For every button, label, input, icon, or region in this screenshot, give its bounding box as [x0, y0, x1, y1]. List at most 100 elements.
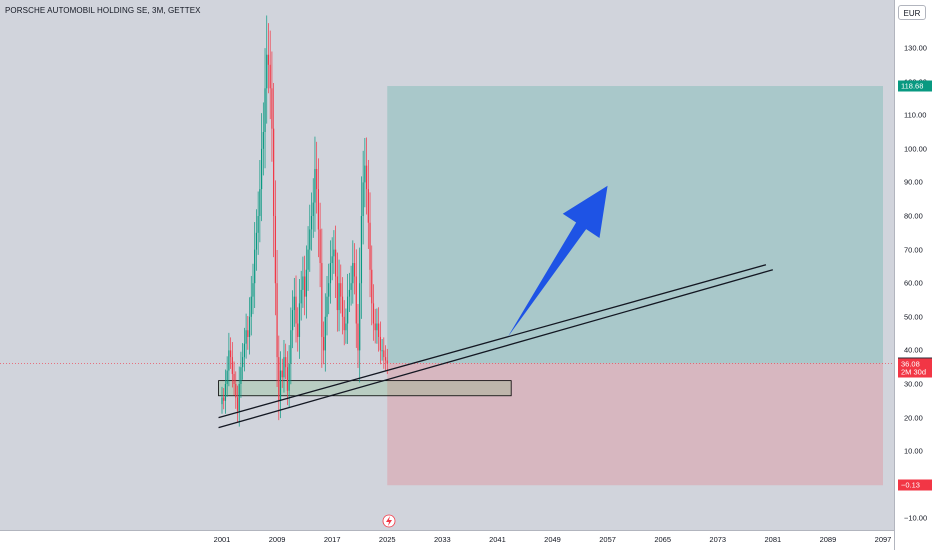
candle-body [359, 283, 361, 351]
candle-body [245, 330, 247, 344]
candle-body [376, 323, 378, 331]
candle-body [336, 276, 338, 311]
candle-body [328, 283, 330, 297]
x-tick-label: 2073 [709, 535, 727, 544]
stop-zone [387, 363, 883, 486]
candle-body [302, 276, 304, 290]
candle-body [309, 229, 311, 250]
x-tick-label: 2065 [654, 535, 671, 544]
candle-body [367, 189, 369, 223]
candle-body [230, 350, 232, 358]
candle-body [341, 296, 344, 317]
x-tick-label: 2033 [433, 535, 451, 544]
x-tick-label: 2089 [819, 535, 837, 544]
trendline [218, 264, 767, 419]
chart-title: PORSCHE AUTOMOBIL HOLDING SE, 3M, GETTEX [5, 6, 201, 15]
candle-body [322, 336, 325, 351]
candle-body [226, 370, 228, 384]
candle-body [233, 373, 235, 384]
candle-body [364, 165, 366, 183]
time-axis[interactable] [0, 530, 894, 550]
x-tick-label: 2001 [213, 535, 231, 544]
candle-body [304, 276, 306, 297]
price-tag: 36.08 [898, 358, 932, 370]
candle-body [355, 276, 357, 324]
candle-body [242, 357, 244, 368]
y-tick-label: 10.00 [904, 446, 923, 456]
candle-body [379, 336, 381, 351]
candle-body [266, 54, 268, 89]
x-tick-label: 2049 [544, 535, 561, 544]
candle-body [238, 384, 240, 411]
x-tick-label: 2057 [599, 535, 616, 544]
candle-body [371, 269, 373, 304]
candle-body [279, 370, 282, 401]
price-tag: 118.68 [898, 80, 932, 92]
y-tick-label: 40.00 [904, 345, 923, 355]
candle-body [285, 357, 287, 368]
x-tick-label: 2025 [378, 535, 396, 544]
candle-body [350, 283, 352, 290]
trendline [218, 269, 774, 429]
candle-body [307, 249, 309, 270]
currency-button[interactable]: EUR [898, 5, 926, 20]
candle-body [386, 360, 388, 364]
candle-body [257, 216, 259, 233]
candle-body [248, 316, 251, 337]
candle-body [295, 296, 297, 324]
x-tick-label: 2041 [489, 535, 506, 544]
candle-body [267, 54, 270, 65]
candle-body [360, 216, 363, 284]
y-tick-label: 100.00 [904, 144, 927, 154]
candle-body [357, 323, 359, 351]
candle-body [372, 303, 375, 324]
price-axis[interactable] [894, 0, 932, 550]
candle-body [362, 182, 364, 216]
price-tag: −0.13 [898, 479, 932, 491]
candle-body [224, 384, 227, 401]
x-tick-label: 2009 [268, 535, 286, 544]
y-tick-label: 20.00 [904, 413, 923, 423]
candle-body [252, 283, 254, 297]
candle-body [250, 296, 252, 317]
candle-body [254, 249, 256, 284]
candle-body [271, 88, 273, 129]
candle-body [333, 249, 335, 257]
y-tick-label: 50.00 [904, 312, 923, 322]
y-tick-label: 90.00 [904, 177, 923, 187]
lightning-icon-glyph [386, 516, 392, 526]
candle-body [335, 249, 337, 277]
candle-body [353, 263, 356, 277]
candle-body [236, 397, 239, 411]
x-tick-label: 2081 [764, 535, 782, 544]
candle-body [223, 397, 225, 401]
candle-body [316, 168, 318, 190]
candle-body [300, 289, 302, 304]
candle-body [259, 189, 261, 216]
candle-body [317, 189, 319, 230]
candle-body [264, 88, 266, 132]
y-tick-label: 30.00 [904, 379, 923, 389]
candle-body [338, 283, 340, 311]
candle-body [281, 370, 283, 378]
chart-plot-area[interactable] [0, 0, 894, 530]
candle-body [286, 367, 289, 391]
candle-body [384, 357, 387, 361]
candle-body [231, 357, 233, 374]
candle-body [297, 323, 299, 337]
up-arrow [507, 185, 608, 337]
candle-body [381, 350, 383, 352]
candle-body [288, 363, 290, 391]
candle-body [340, 283, 342, 297]
candle-body [298, 303, 301, 337]
support-zone-box [218, 380, 512, 397]
target-zone [387, 86, 883, 364]
candle-body [378, 323, 380, 337]
candle-body [260, 148, 263, 190]
candle-body [329, 263, 332, 284]
candle-body [243, 343, 245, 358]
candle-body [347, 296, 349, 324]
candle-body [221, 397, 223, 405]
candle-body [374, 323, 376, 331]
